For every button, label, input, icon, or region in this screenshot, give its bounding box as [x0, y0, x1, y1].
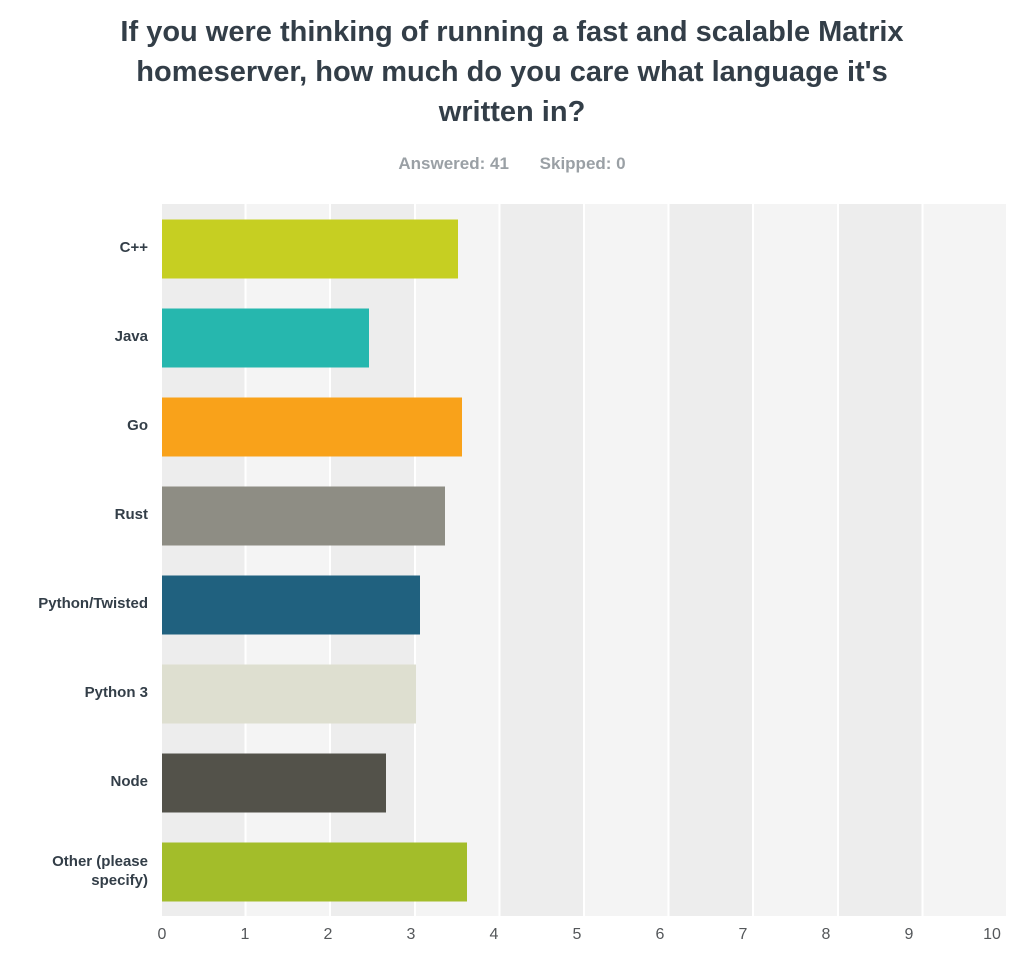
x-tick-label: 3: [406, 926, 416, 944]
x-tick-label: 10: [983, 926, 1001, 944]
bar-row: C++: [10, 204, 1008, 294]
category-label: Java: [114, 328, 148, 346]
x-tick-label: 7: [738, 926, 748, 944]
bar: [162, 753, 387, 813]
bar: [162, 664, 416, 724]
chart-title: If you were thinking of running a fast a…: [120, 16, 904, 129]
bar-track: [162, 293, 1008, 383]
category-label: Other (please specify): [52, 852, 148, 889]
bar-row: Rust: [10, 471, 1008, 561]
bar-track: [162, 827, 1008, 917]
bar: [162, 308, 370, 368]
bar: [162, 842, 467, 902]
bar-row: Other (please specify): [10, 827, 1008, 917]
bar-track: [162, 382, 1008, 472]
x-tick-label: 8: [821, 926, 831, 944]
x-tick-label: 9: [904, 926, 914, 944]
bar-row: Python/Twisted: [10, 560, 1008, 650]
bar-row: Java: [10, 293, 1008, 383]
bar: [162, 575, 421, 635]
category-label: Rust: [114, 506, 148, 524]
bar-row: Node: [10, 738, 1008, 828]
bar-track: [162, 649, 1008, 739]
bar-track: [162, 204, 1008, 294]
bar: [162, 486, 446, 546]
bar: [162, 397, 463, 457]
x-tick-label: 1: [240, 926, 250, 944]
category-label: Python 3: [84, 684, 148, 702]
x-axis: 0 1 2 3 4 5 6 7 8 9 10: [158, 916, 1001, 958]
category-label: Node: [110, 773, 149, 791]
category-label: Go: [127, 417, 148, 435]
bar-track: [162, 560, 1008, 650]
bar-row: Go: [10, 382, 1008, 472]
bar: [162, 219, 459, 279]
x-tick-label: 2: [323, 926, 333, 944]
bar-track: [162, 471, 1008, 561]
category-label: Python/Twisted: [38, 595, 148, 613]
x-tick-label: 0: [157, 926, 167, 944]
bar-track: [162, 738, 1008, 828]
x-tick-label: 6: [655, 926, 665, 944]
x-tick-label: 5: [572, 926, 582, 944]
category-label: C++: [119, 239, 148, 257]
skipped-count: Skipped: 0: [539, 154, 626, 174]
bar-rows: C++ Java Go Rust Python/Twisted Python 3 Node O…: [10, 204, 1008, 917]
response-stats: Answered: 41 Skipped: 0: [0, 154, 1024, 174]
bar-chart: C++ Java Go Rust Python/Twisted Python 3 Node O…: [10, 204, 1008, 958]
x-tick-label: 4: [489, 926, 499, 944]
answered-count: Answered: 41: [398, 154, 509, 174]
bar-row: Python 3: [10, 649, 1008, 739]
